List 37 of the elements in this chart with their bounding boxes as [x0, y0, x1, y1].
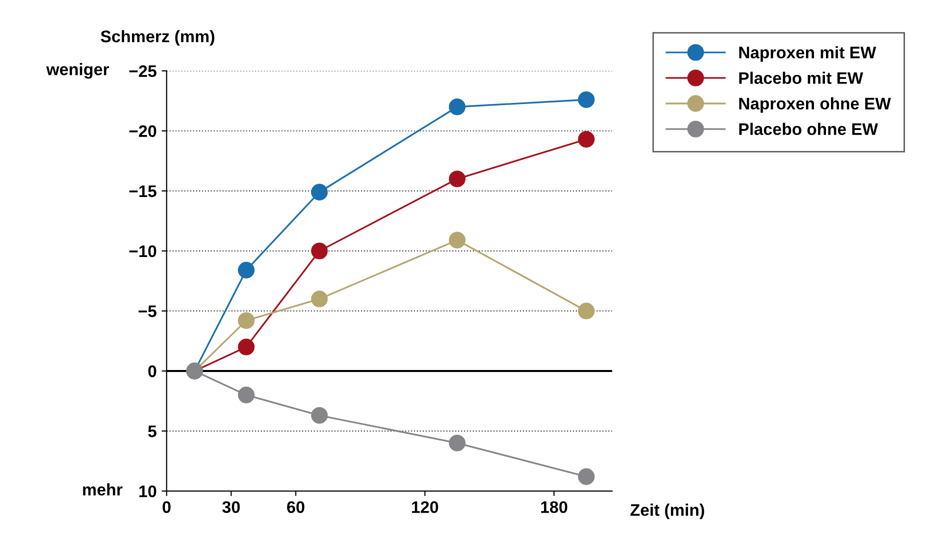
y-tick-label: −5	[138, 306, 156, 318]
x-axis-title: Zeit (min)	[630, 504, 704, 520]
point	[448, 98, 466, 116]
y-tick-label: −15	[129, 185, 156, 198]
x-tick-label: 0	[162, 501, 171, 514]
y-tick-label: −10	[129, 245, 156, 258]
point	[448, 170, 466, 188]
text: weniger	[46, 63, 110, 79]
point	[578, 468, 595, 485]
point	[238, 262, 255, 278]
point	[578, 130, 595, 148]
y-tick-label: −20	[129, 125, 156, 138]
point	[238, 312, 255, 329]
legend-label: Naproxen ohne EW	[739, 97, 891, 113]
y-axis-title: Schmerz (mm)	[100, 30, 214, 46]
legend-label: Naproxen mit EW	[739, 46, 876, 62]
y-tick-label: −25	[129, 65, 156, 78]
point	[311, 407, 328, 424]
point	[238, 386, 255, 404]
point	[578, 302, 595, 320]
y-tick-label: 10	[139, 485, 156, 498]
text: mehr	[83, 483, 122, 496]
x-tick-label: 180	[541, 501, 568, 514]
y-tick-label: 0	[148, 365, 156, 378]
point	[578, 91, 595, 108]
x-tick-label: 60	[287, 501, 304, 514]
point	[448, 434, 466, 452]
point	[311, 290, 328, 308]
legend-label: Placebo mit EW	[739, 72, 864, 84]
x-tick-label: 120	[412, 501, 438, 514]
point	[311, 184, 328, 200]
point	[311, 242, 328, 260]
point	[448, 232, 466, 248]
y-tick-label: 5	[148, 426, 156, 438]
legend-label: Placebo ohne EW	[739, 122, 878, 136]
x-tick-label: 30	[222, 501, 240, 514]
point	[238, 338, 255, 356]
